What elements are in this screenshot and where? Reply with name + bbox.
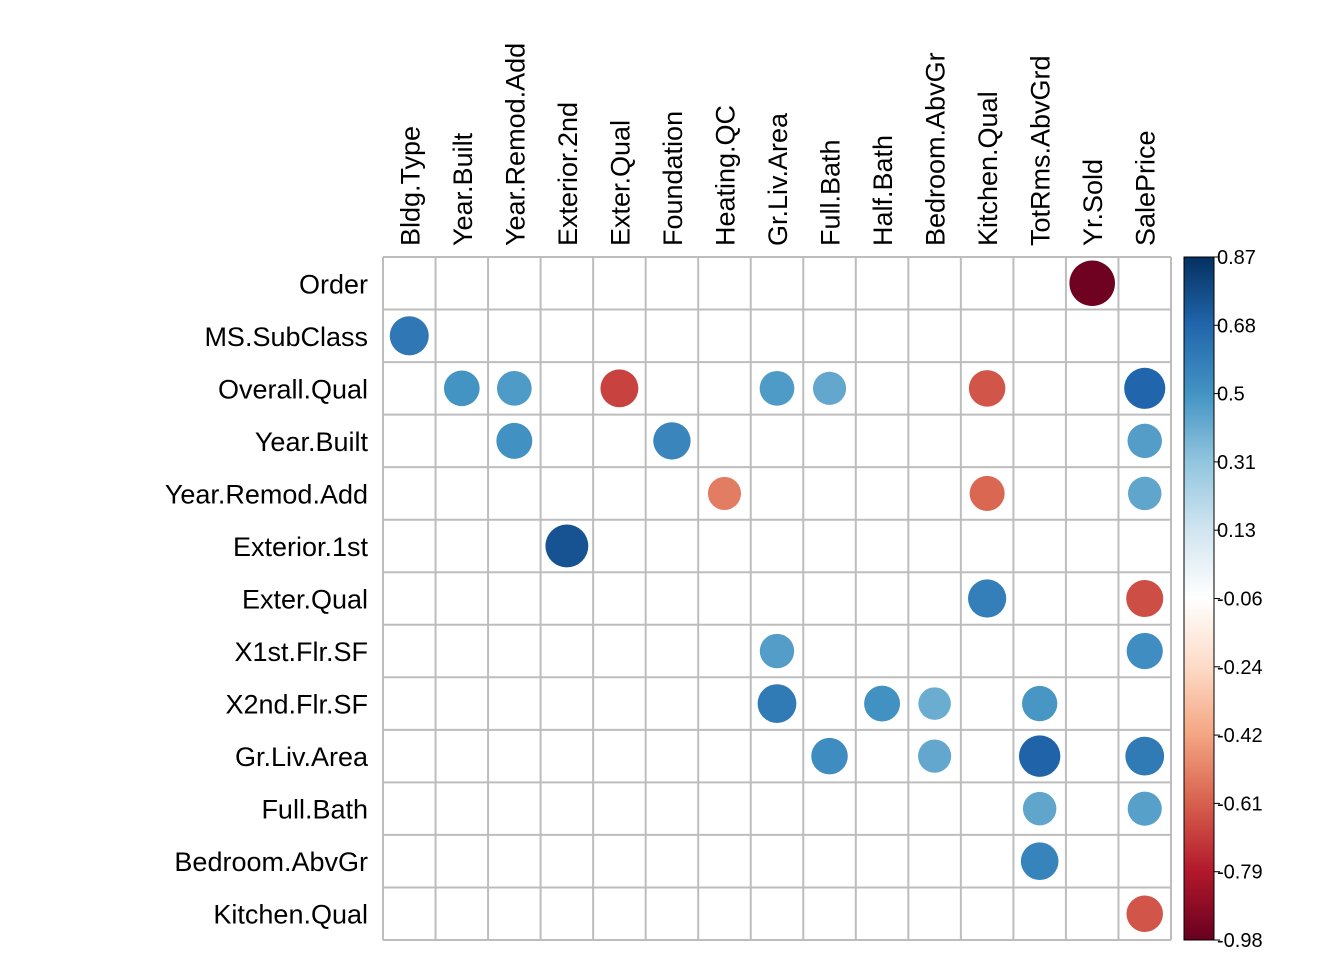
colorbar: 0.87 0.68 0.5 0.31 0.13 -0.06 -0.24 -0.42 -0.61 -… [1183,247,1263,952]
col-label-yr-sold: Yr.Sold [1078,159,1108,246]
col-label-full-bath: Full.Bath [816,139,846,246]
row-label-year-remod-add: Year.Remod.Add [165,479,368,509]
corr-circle-kitchen-qual-saleprice [1126,895,1163,932]
corr-circle-overall-qual-exter-qual [600,369,639,408]
colorbar-tick-label: 0.5 [1217,384,1245,406]
grid [382,256,1172,941]
col-label-year-built: Year.Built [448,132,478,246]
col-label-bldg-type: Bldg.Type [395,126,425,246]
corr-circle-year-built-year-remod-add [496,422,533,459]
row-label-bedroom-abvgr: Bedroom.AbvGr [174,847,368,877]
row-label-year-built: Year.Built [255,427,369,457]
row-label-gr-liv-area: Gr.Liv.Area [235,742,369,772]
col-label-foundation: Foundation [658,111,688,246]
corr-circle-overall-qual-saleprice [1124,367,1166,409]
row-label-x2nd-flr-sf: X2nd.Flr.SF [225,690,368,720]
colorbar-tick-label: -0.98 [1217,930,1263,952]
corr-circle-overall-qual-year-remod-add [496,370,532,406]
corr-circle-gr-liv-area-saleprice [1125,736,1165,776]
col-label-heating-qc: Heating.QC [710,105,740,246]
col-label-kitchen-qual: Kitchen.Qual [973,91,1003,246]
corr-circle-ms-subclass-bldg-type [389,316,429,356]
row-labels: Order MS.SubClass Overall.Qual Year.Built Ye… [165,269,369,929]
colorbar-tick-label: 0.87 [1217,247,1256,269]
colorbar-gradient [1183,256,1215,941]
corr-circle-gr-liv-area-full-bath [811,737,848,775]
row-label-full-bath: Full.Bath [261,795,368,825]
colorbar-tick-label: -0.24 [1217,657,1263,679]
corr-circle-exterior-1st-exterior-2nd [545,524,589,568]
colorbar-tick-label: 0.68 [1217,315,1256,337]
col-label-exter-qual: Exter.Qual [605,120,635,246]
corr-circle-gr-liv-area-totrms-abvgrd [1018,735,1061,777]
col-label-totrms-abvgrd: TotRms.AbvGrd [1026,55,1056,246]
col-label-gr-liv-area: Gr.Liv.Area [763,112,793,246]
corr-circle-overall-qual-kitchen-qual [968,370,1006,407]
col-label-exterior-2nd: Exterior.2nd [553,102,583,246]
corr-circle-order-yr-sold [1069,260,1115,307]
row-label-ms-subclass: MS.SubClass [204,322,368,352]
row-label-x1st-flr-sf: X1st.Flr.SF [234,637,368,667]
col-label-half-bath: Half.Bath [868,135,898,246]
corr-circle-x2nd-flr-sf-gr-liv-area [757,684,797,723]
column-labels: Bldg.Type Year.Built Year.Remod.Add Exterio… [395,43,1160,246]
colorbar-tick-label: -0.61 [1217,793,1263,815]
row-label-exter-qual: Exter.Qual [242,585,368,615]
corr-circle-overall-qual-full-bath [812,371,847,405]
corr-circle-year-built-foundation [653,422,691,460]
corr-circle-year-built-saleprice [1127,423,1162,459]
col-label-bedroom-abvgr: Bedroom.AbvGr [921,52,951,246]
row-label-overall-qual: Overall.Qual [218,374,368,404]
corr-circle-overall-qual-year-built [443,370,480,407]
colorbar-tick-label: -0.79 [1217,862,1263,884]
correlation-circles [389,260,1166,932]
corr-circle-gr-liv-area-bedroom-abvgr [918,739,952,773]
corr-circle-full-bath-saleprice [1127,791,1162,826]
corr-circle-x1st-flr-sf-saleprice [1126,632,1163,670]
colorbar-tick-label: 0.31 [1217,452,1256,474]
corr-circle-exter-qual-saleprice [1126,579,1164,618]
corr-circle-exter-qual-kitchen-qual [968,579,1007,618]
colorbar-tick-label: -0.42 [1217,725,1263,747]
corr-circle-year-remod-add-saleprice [1127,476,1162,511]
corr-circle-year-remod-add-kitchen-qual [969,475,1005,511]
col-label-year-remod-add: Year.Remod.Add [500,43,530,246]
corr-circle-x1st-flr-sf-gr-liv-area [759,633,795,669]
corr-circle-year-remod-add-heating-qc [707,476,742,511]
corr-circle-x2nd-flr-sf-bedroom-abvgr [918,687,951,720]
row-label-exterior-1st: Exterior.1st [233,532,369,562]
corr-circle-bedroom-abvgr-totrms-abvgrd [1020,842,1059,881]
corr-circle-x2nd-flr-sf-half-bath [864,685,901,722]
corr-circle-x2nd-flr-sf-totrms-abvgrd [1022,685,1058,722]
row-label-order: Order [299,269,368,299]
colorbar-tick-label: -0.06 [1217,589,1263,611]
colorbar-tick-label: 0.13 [1217,520,1256,542]
corr-circle-overall-qual-gr-liv-area [759,370,795,406]
row-label-kitchen-qual: Kitchen.Qual [213,900,368,930]
corr-circle-full-bath-totrms-abvgrd [1022,791,1057,826]
col-label-saleprice: SalePrice [1131,130,1161,246]
